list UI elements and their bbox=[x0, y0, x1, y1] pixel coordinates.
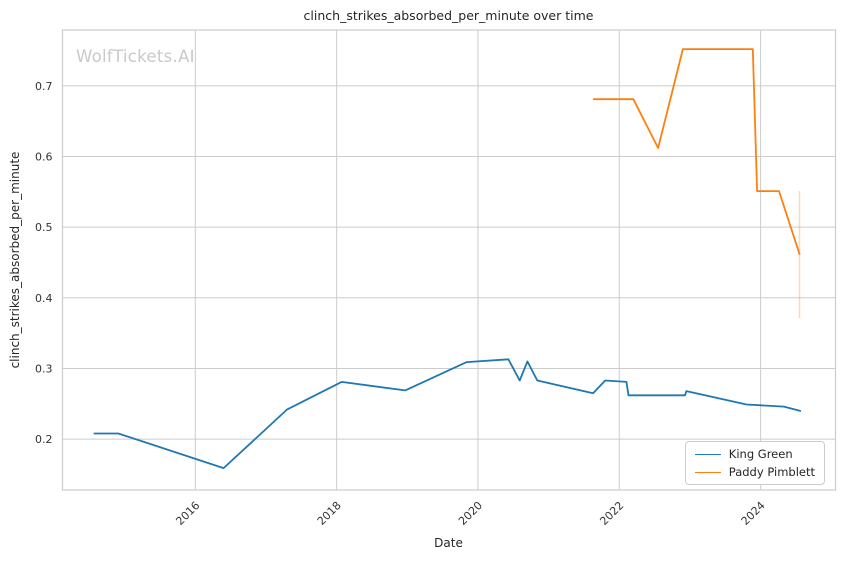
legend-label-paddy-pimblett: Paddy Pimblett bbox=[728, 465, 815, 479]
x-tick-label: 2024 bbox=[739, 499, 768, 528]
x-tick-label: 2018 bbox=[315, 499, 344, 528]
y-tick-label: 0.5 bbox=[35, 221, 53, 234]
watermark: WolfTickets.AI bbox=[76, 47, 195, 66]
legend-item-paddy-pimblett: Paddy Pimblett bbox=[694, 464, 815, 480]
legend: King Green Paddy Pimblett bbox=[684, 441, 825, 485]
plot-border bbox=[61, 29, 837, 491]
y-tick-label: 0.4 bbox=[35, 292, 53, 305]
x-tick-label: 2022 bbox=[597, 499, 626, 528]
series-line-paddy-pimblett bbox=[592, 48, 801, 255]
y-tick-label: 0.6 bbox=[35, 150, 53, 163]
y-tick-label: 0.7 bbox=[35, 80, 53, 93]
y-tick-label: 0.2 bbox=[35, 433, 53, 446]
x-axis-label: Date bbox=[434, 536, 463, 550]
series-line-king-green bbox=[93, 358, 802, 470]
chart-title: clinch_strikes_absorbed_per_minute over … bbox=[303, 8, 594, 23]
legend-item-king-green: King Green bbox=[694, 446, 815, 462]
x-tick-label: 2020 bbox=[456, 499, 485, 528]
legend-label-king-green: King Green bbox=[728, 447, 793, 461]
legend-line-swatch-paddy-pimblett bbox=[694, 471, 721, 473]
x-tick-label: 2016 bbox=[173, 499, 202, 528]
legend-line-swatch-king-green bbox=[694, 453, 721, 455]
y-tick-label: 0.3 bbox=[35, 362, 53, 375]
